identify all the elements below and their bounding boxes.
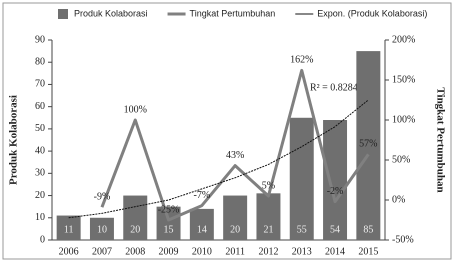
y-tick-label: 90 xyxy=(35,34,45,45)
x-tick-label: 2011 xyxy=(225,246,245,257)
bar-value-label: 20 xyxy=(130,224,140,235)
y-tick-label: 60 xyxy=(35,101,45,112)
y2-tick-label: 0% xyxy=(392,194,405,205)
y2-tick-label: -50% xyxy=(392,234,414,245)
y2-tick-label: 100% xyxy=(392,114,415,125)
legend-label: Produk Kolaborasi xyxy=(74,8,148,18)
line-value-label: 57% xyxy=(359,139,377,150)
line-value-label: 43% xyxy=(226,150,244,161)
y-tick-label: 50 xyxy=(35,123,45,134)
bar xyxy=(256,193,281,240)
bar xyxy=(89,217,114,240)
bar-value-label: 15 xyxy=(164,224,174,235)
bar xyxy=(123,195,148,240)
line-value-label: -2% xyxy=(327,186,344,197)
legend-label: Tingkat Pertumbuhan xyxy=(190,8,276,18)
bar xyxy=(56,215,81,240)
bar-value-label: 11 xyxy=(64,224,74,235)
x-tick-label: 2012 xyxy=(258,246,278,257)
growth-line xyxy=(100,68,370,222)
bar xyxy=(356,51,381,240)
legend-swatch xyxy=(58,9,68,19)
x-tick-label: 2010 xyxy=(192,246,212,257)
x-tick-label: 2007 xyxy=(92,246,112,257)
y-tick-label: 30 xyxy=(35,168,45,179)
bar-value-label: 14 xyxy=(197,224,207,235)
y2-tick-label: 200% xyxy=(392,34,415,45)
y-tick-label: 20 xyxy=(35,190,45,201)
y2-tick-label: 150% xyxy=(392,74,415,85)
line-value-label: 162% xyxy=(290,55,313,66)
legend-label: Expon. (Produk Kolaborasi) xyxy=(317,8,427,18)
bar xyxy=(289,117,314,240)
line-value-label: 100% xyxy=(124,104,147,115)
trend-line xyxy=(68,99,369,219)
annotation: R² = 0.8284 xyxy=(310,82,358,93)
x-tick-label: 2013 xyxy=(292,246,312,257)
y2-tick-label: 50% xyxy=(392,154,410,165)
bar-value-label: 54 xyxy=(330,224,340,235)
bar-value-label: 85 xyxy=(363,224,373,235)
bar-value-label: 20 xyxy=(230,224,240,235)
x-tick-label: 2015 xyxy=(358,246,378,257)
y-tick-label: 40 xyxy=(35,145,45,156)
y-axis-title: Produk Kolaborasi xyxy=(8,95,20,185)
bar xyxy=(323,120,348,240)
bar xyxy=(156,206,181,240)
y-tick-label: 70 xyxy=(35,79,45,90)
line-value-label: -9% xyxy=(94,191,111,202)
x-tick-label: 2009 xyxy=(159,246,179,257)
x-tick-label: 2008 xyxy=(125,246,145,257)
bar xyxy=(189,208,214,240)
y-tick-label: 0 xyxy=(40,234,45,245)
bar-value-label: 10 xyxy=(97,224,107,235)
bar xyxy=(223,195,248,240)
y-tick-label: 10 xyxy=(35,212,45,223)
y2-axis-title: Tingkat Pertumbuhan xyxy=(434,87,446,192)
y-tick-label: 80 xyxy=(35,57,45,68)
x-tick-label: 2014 xyxy=(325,246,345,257)
line-value-label: -7% xyxy=(194,190,211,201)
line-value-label: -25% xyxy=(158,204,180,215)
bar-value-label: 21 xyxy=(263,224,273,235)
line-value-label: 5% xyxy=(262,180,275,191)
bar-value-label: 55 xyxy=(297,224,307,235)
x-tick-label: 2006 xyxy=(59,246,79,257)
